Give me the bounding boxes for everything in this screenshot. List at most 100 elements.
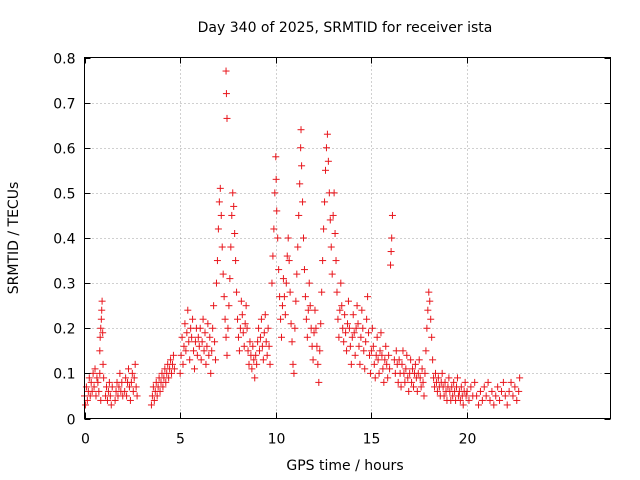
data-point (291, 324, 299, 332)
data-point (373, 333, 381, 341)
data-point (392, 347, 400, 355)
data-points (81, 67, 524, 409)
data-point (265, 342, 273, 350)
data-point (478, 396, 486, 404)
data-point (428, 333, 436, 341)
data-point (313, 342, 321, 350)
data-point (280, 293, 288, 301)
data-point (177, 351, 185, 359)
data-point (261, 311, 269, 319)
data-point (252, 351, 260, 359)
data-point (344, 297, 352, 305)
data-point (440, 392, 448, 400)
data-point (403, 351, 411, 359)
data-point (423, 324, 431, 332)
data-point (286, 288, 294, 296)
x-tick-label: 20 (459, 432, 477, 448)
data-point (354, 320, 362, 328)
data-point (401, 378, 409, 386)
data-point (463, 387, 471, 395)
data-point (234, 315, 242, 323)
data-point (330, 189, 338, 197)
data-point (115, 383, 123, 391)
data-point (217, 211, 225, 219)
data-point (279, 275, 287, 283)
data-point (233, 288, 241, 296)
data-point (316, 347, 324, 355)
y-tick-label: 0.6 (53, 142, 75, 158)
data-point (191, 338, 199, 346)
data-point (176, 369, 184, 377)
data-point (221, 315, 229, 323)
data-point (367, 347, 375, 355)
x-axis-label: GPS time / hours (286, 458, 403, 474)
data-point (462, 392, 470, 400)
data-point (238, 311, 246, 319)
data-point (397, 383, 405, 391)
data-point (168, 360, 176, 368)
y-axis-label: SRMTID / TECUs (6, 182, 22, 295)
data-point (299, 198, 307, 206)
data-point (124, 365, 132, 373)
data-point (121, 387, 129, 395)
data-point (358, 306, 366, 314)
data-point (456, 396, 464, 404)
data-point (295, 211, 303, 219)
data-point (274, 234, 282, 242)
data-point (225, 302, 233, 310)
data-point (486, 396, 494, 404)
data-point (408, 378, 416, 386)
y-tick-label: 0.7 (53, 97, 75, 113)
data-point (222, 333, 230, 341)
data-point (349, 311, 357, 319)
data-point (488, 387, 496, 395)
data-point (99, 360, 107, 368)
data-point (170, 365, 178, 373)
data-point (445, 374, 453, 382)
data-point (260, 329, 268, 337)
data-point (369, 342, 377, 350)
data-point (336, 306, 344, 314)
data-point (234, 333, 242, 341)
data-point (248, 365, 256, 373)
data-point (194, 333, 202, 341)
data-point (278, 333, 286, 341)
data-point (399, 347, 407, 355)
data-point (129, 387, 137, 395)
data-point (383, 360, 391, 368)
data-point (306, 302, 314, 310)
data-point (346, 342, 354, 350)
data-point (293, 270, 301, 278)
data-point (294, 243, 302, 251)
data-point (94, 378, 102, 386)
data-point (507, 378, 515, 386)
data-point (352, 324, 360, 332)
data-point (262, 338, 270, 346)
data-point (395, 356, 403, 364)
data-point (490, 401, 498, 409)
data-point (207, 369, 215, 377)
data-point (282, 279, 290, 287)
data-point (360, 347, 368, 355)
data-point (418, 365, 426, 373)
data-point (213, 257, 221, 265)
data-point (327, 243, 335, 251)
data-point (385, 351, 393, 359)
data-point (222, 67, 230, 75)
data-point (147, 401, 155, 409)
data-point (289, 360, 297, 368)
data-point (100, 374, 108, 382)
data-point (515, 387, 523, 395)
data-point (375, 369, 383, 377)
x-tick-label: 0 (81, 432, 90, 448)
data-point (356, 360, 364, 368)
data-point (409, 383, 417, 391)
data-point (480, 383, 488, 391)
data-point (438, 369, 446, 377)
data-point (501, 392, 509, 400)
data-point (150, 396, 158, 404)
data-point (421, 369, 429, 377)
data-point (153, 392, 161, 400)
data-point (220, 293, 228, 301)
data-point (359, 324, 367, 332)
